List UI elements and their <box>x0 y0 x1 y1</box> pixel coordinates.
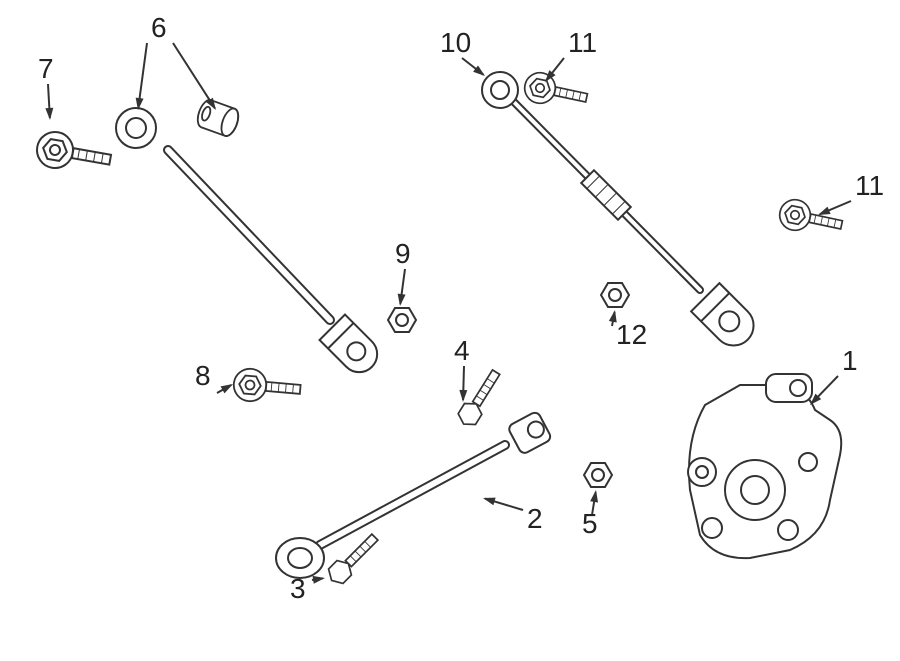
callout-8: 8 <box>195 360 233 393</box>
bolt-11a <box>522 70 590 113</box>
callout-number: 11 <box>568 27 597 58</box>
nut-9 <box>388 308 416 332</box>
bolt-7 <box>34 129 113 177</box>
callout-12: 12 <box>609 310 647 350</box>
callout-number: 1 <box>842 345 858 376</box>
callout-number: 6 <box>151 12 167 43</box>
callout-number: 7 <box>38 53 54 84</box>
callout-number: 10 <box>440 27 471 58</box>
nut-12 <box>601 283 629 307</box>
knuckle <box>688 374 841 558</box>
callout-number: 12 <box>616 319 647 350</box>
callout-number: 11 <box>855 170 884 201</box>
suspension-diagram: 12345678910111112 <box>0 0 900 661</box>
nut-5 <box>584 463 612 487</box>
bolt-11b <box>777 197 845 240</box>
callout-5: 5 <box>582 490 598 539</box>
callout-number: 5 <box>582 508 598 539</box>
callout-4: 4 <box>454 335 470 402</box>
callout-11a: 11 <box>545 27 597 82</box>
callout-11b: 11 <box>818 170 884 215</box>
callout-number: 4 <box>454 335 470 366</box>
callout-number: 9 <box>395 238 411 269</box>
callout-10: 10 <box>440 27 485 76</box>
callout-7: 7 <box>38 53 54 120</box>
lateral-link <box>482 72 762 354</box>
bolt-8 <box>232 367 301 405</box>
callout-9: 9 <box>395 238 411 306</box>
callout-number: 8 <box>195 360 211 391</box>
callout-1: 1 <box>810 345 858 405</box>
callout-number: 2 <box>527 503 543 534</box>
callout-number: 3 <box>290 573 306 604</box>
callout-6: 6 <box>136 12 216 110</box>
trailing-arm <box>276 411 552 578</box>
callout-2: 2 <box>483 498 543 534</box>
upper-control-arm <box>116 98 385 380</box>
